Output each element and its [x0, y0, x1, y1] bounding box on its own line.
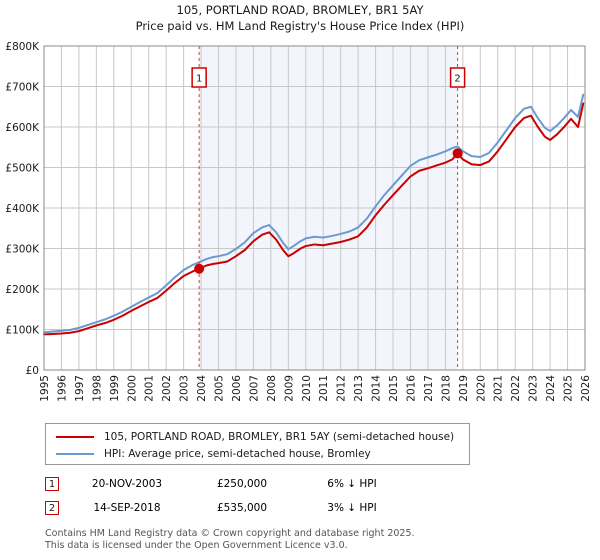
x-tick-label: 2023 [528, 375, 540, 402]
x-tick-label: 2001 [144, 375, 156, 402]
x-tick-label: 2009 [283, 375, 295, 402]
x-tick-label: 2022 [510, 375, 522, 402]
annotation-lines [198, 46, 459, 370]
legend-swatch-red-icon [56, 435, 94, 438]
legend-item-price-paid: 105, PORTLAND ROAD, BROMLEY, BR1 5AY (se… [52, 428, 463, 445]
transaction-index-badge: 1 [45, 477, 59, 491]
x-tick-label: 2008 [266, 375, 278, 402]
y-tick-label: £400K [5, 203, 40, 215]
footer-line-1: Contains HM Land Registry data © Crown c… [45, 528, 415, 539]
legend-swatch-blue-icon [56, 452, 94, 455]
table-row: 1 20-NOV-2003 £250,000 6% ↓ HPI [45, 472, 505, 496]
table-row: 2 14-SEP-2018 £535,000 3% ↓ HPI [45, 496, 505, 520]
x-tick-label: 1999 [109, 375, 121, 402]
x-axis-tick-labels: 1995 1996 1997 1998 1999 2000 2001 2002 2003 2004… [39, 375, 592, 402]
annotation-box-2: 2 [449, 67, 466, 88]
y-tick-label: £700K [5, 82, 40, 94]
footer-line-2: This data is licensed under the Open Gov… [45, 539, 348, 551]
x-tick-label: 1997 [74, 375, 86, 402]
x-tick-label: 1998 [91, 375, 103, 402]
x-tick-label: 2002 [161, 375, 173, 402]
y-tick-label: £600K [5, 122, 40, 134]
x-tick-label: 2005 [214, 375, 226, 402]
x-tick-label: 2012 [336, 375, 348, 402]
y-tick-label: £200K [5, 284, 40, 296]
transaction-date: 14-SEP-2018 [93, 502, 161, 514]
x-tick-label: 2026 [580, 375, 592, 402]
transaction-date: 20-NOV-2003 [91, 478, 163, 490]
y-tick-label: £800K [5, 41, 40, 53]
x-tick-label: 2019 [458, 375, 470, 402]
transaction-hpi-delta: 6% ↓ HPI [327, 478, 377, 490]
x-tick-label: 2007 [248, 375, 260, 402]
series-line-0 [43, 102, 585, 336]
page-title: 105, PORTLAND ROAD, BROMLEY, BR1 5AY Pri… [0, 2, 600, 34]
y-tick-label: £100K [5, 325, 40, 337]
legend-item-hpi: HPI: Average price, semi-detached house,… [52, 445, 463, 462]
y-tick-label: £0 [26, 365, 39, 377]
x-tick-label: 2018 [440, 375, 452, 402]
series-lines [43, 93, 585, 336]
y-tick-label: £500K [5, 163, 40, 175]
x-tick-label: 2010 [301, 375, 313, 402]
y-tick-label: £300K [5, 244, 40, 256]
x-tick-label: 2014 [371, 375, 383, 402]
y-axis-tick-labels: £0 £100K £200K £300K £400K £500K £600K £700K £80… [5, 41, 40, 377]
x-tick-label: 2015 [388, 375, 400, 402]
x-tick-label: 2016 [405, 375, 417, 402]
x-tick-label: 1996 [56, 375, 68, 402]
x-tick-label: 2020 [475, 375, 487, 402]
x-tick-label: 2003 [179, 375, 191, 402]
axis-frame [43, 45, 586, 371]
series-line-1 [43, 93, 585, 334]
svg-text:2: 2 [454, 74, 460, 85]
x-tick-label: 2013 [353, 375, 365, 402]
x-tick-label: 2000 [126, 375, 138, 402]
x-tick-label: 2006 [231, 375, 243, 402]
x-tick-label: 2025 [563, 375, 575, 402]
title-subtitle: Price paid vs. HM Land Registry's House … [135, 19, 465, 33]
x-tick-label: 2017 [423, 375, 435, 402]
x-tick-label: 2021 [493, 375, 505, 402]
legend-label-price-paid: 105, PORTLAND ROAD, BROMLEY, BR1 5AY (se… [104, 430, 455, 443]
svg-text:1: 1 [196, 74, 202, 85]
transaction-hpi-delta: 3% ↓ HPI [327, 502, 377, 514]
annotation-box-1: 1 [191, 67, 207, 88]
transaction-price: £535,000 [216, 502, 268, 514]
transaction-index-badge: 2 [45, 501, 59, 515]
transaction-price: £250,000 [216, 478, 268, 490]
legend-label-hpi: HPI: Average price, semi-detached house,… [104, 447, 371, 460]
licence-footer: Contains HM Land Registry data © Crown c… [45, 528, 565, 551]
x-tick-label: 2011 [318, 375, 330, 402]
x-tick-label: 2004 [196, 375, 208, 402]
transaction-list: 1 20-NOV-2003 £250,000 6% ↓ HPI 2 14-SEP… [45, 472, 505, 520]
chart-canvas: £0 £100K £200K £300K £400K £500K £600K £700K £80… [5, 41, 592, 402]
chart-legend: 105, PORTLAND ROAD, BROMLEY, BR1 5AY (se… [45, 423, 470, 465]
x-tick-label: 1995 [39, 375, 51, 402]
x-tick-label: 2024 [545, 375, 557, 402]
title-address: 105, PORTLAND ROAD, BROMLEY, BR1 5AY [176, 3, 424, 17]
